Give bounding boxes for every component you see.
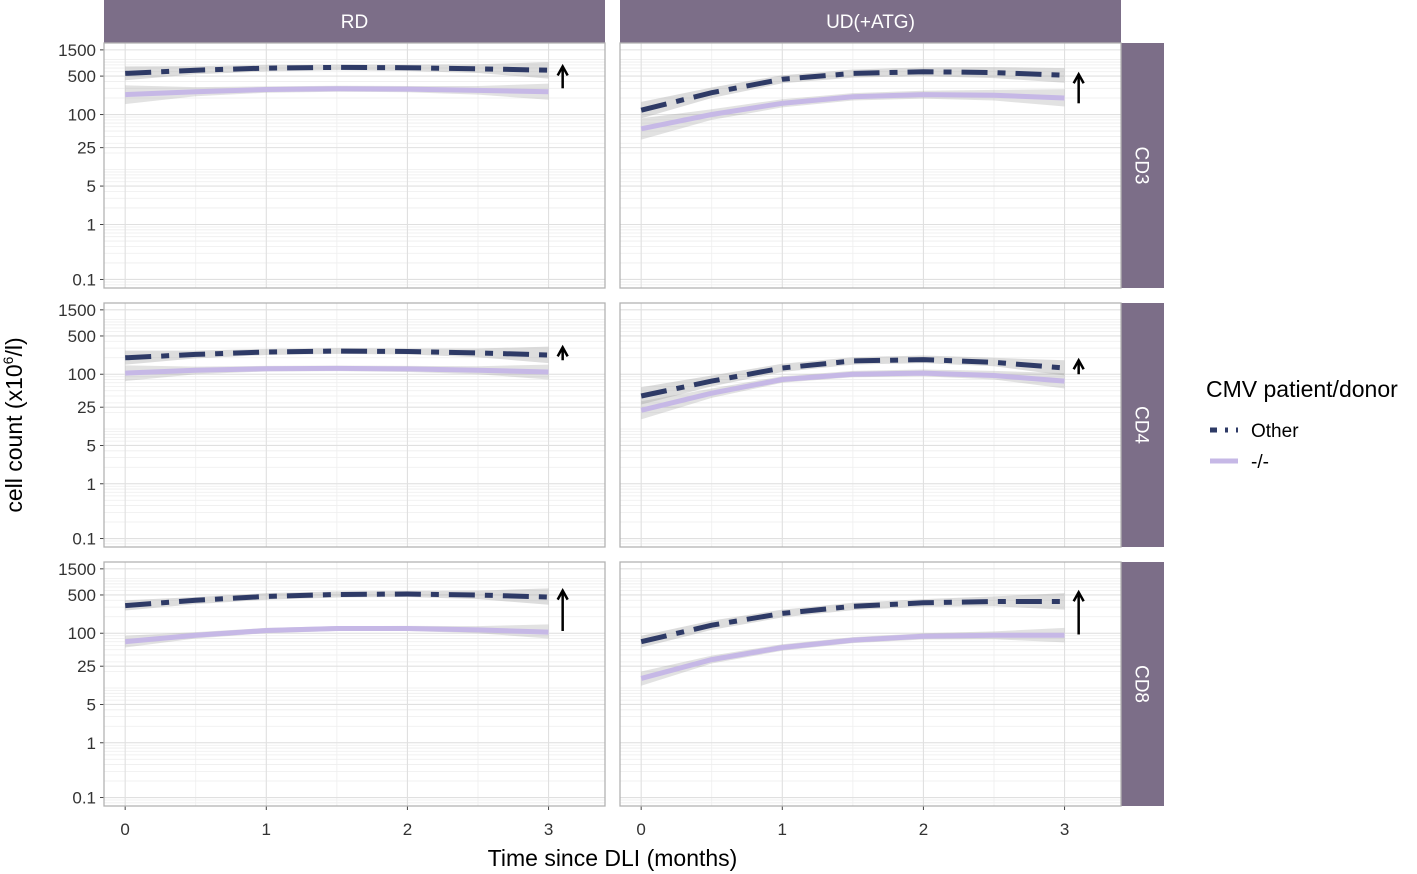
line-series-other <box>640 357 1065 399</box>
x-tick-label: 2 <box>403 820 412 839</box>
y-axis-title-prefix: cell count (x10 <box>1 364 27 512</box>
y-tick-label: 25 <box>77 657 96 676</box>
y-tick-label: 1500 <box>58 41 96 60</box>
increase-arrow-head <box>1072 71 1085 84</box>
line-series-neg <box>640 632 1065 681</box>
increase-arrow-head <box>1072 357 1085 370</box>
panel-border <box>103 42 606 289</box>
panel-border <box>103 561 606 807</box>
y-tick-label: 5 <box>87 177 96 196</box>
row-strip-cd3: CD3 <box>1121 43 1164 288</box>
line-series-other <box>125 591 549 609</box>
ci-band-other <box>641 593 1065 648</box>
series-group-cd4-1 <box>640 355 1085 420</box>
line-series-other <box>640 69 1065 113</box>
series-group-cd8-0 <box>124 588 569 648</box>
y-tick-label: 5 <box>87 436 96 455</box>
panel-bg <box>104 303 605 547</box>
ci-band-other <box>641 355 1065 405</box>
y-tick-label: 100 <box>68 624 96 643</box>
panel-bg <box>104 43 605 288</box>
panel-cd4-1 <box>620 302 1121 548</box>
series-group-cd3-0 <box>125 62 569 105</box>
x-tick-label: 1 <box>262 820 271 839</box>
series-group-cd3-1 <box>640 67 1085 140</box>
x-tick-label: 3 <box>544 820 553 839</box>
row-strip-label: CD3 <box>1131 146 1152 184</box>
row-strip-bg <box>1121 562 1164 806</box>
y-tick-label: 100 <box>68 365 96 384</box>
line-series-other <box>125 64 549 76</box>
x-tick-label: 0 <box>120 820 129 839</box>
line-series-other <box>125 348 549 361</box>
row-strip-bg <box>1121 43 1164 288</box>
line-series-neg <box>125 365 549 376</box>
y-axis-title: cell count (x106/l) <box>0 337 27 512</box>
x-tick-label: 3 <box>1060 820 1069 839</box>
y-axis-title-suffix: /l) <box>1 337 27 356</box>
row-strip-bg <box>1121 303 1164 547</box>
line-series-neg <box>640 92 1065 132</box>
panel-cd3-1 <box>620 42 1121 289</box>
x-tick-label: 2 <box>919 820 928 839</box>
y-tick-label: 0.1 <box>72 530 96 549</box>
line-series-neg <box>640 370 1065 413</box>
row-strip-label: CD8 <box>1131 665 1152 703</box>
col-strip-bg <box>104 0 605 43</box>
y-tick-label: 500 <box>68 327 96 346</box>
y-axis-title-superscript: 6 <box>0 356 16 364</box>
y-tick-label: 1500 <box>58 301 96 320</box>
col-strip-label: UD(+ATG) <box>826 12 915 33</box>
increase-arrow-head <box>556 63 569 77</box>
y-tick-label: 0.1 <box>72 270 96 289</box>
legend-label: -/- <box>1251 452 1269 473</box>
ci-band-other <box>125 62 549 81</box>
series-group-cd8-1 <box>640 589 1085 686</box>
y-tick-label: 25 <box>77 398 96 417</box>
row-strip-cd4: CD4 <box>1121 303 1164 547</box>
panel-border <box>103 302 606 548</box>
x-tick-label: 1 <box>778 820 787 839</box>
panel-border <box>619 42 1122 289</box>
col-strip-rd: RD <box>104 0 605 43</box>
ci-band-other <box>125 346 549 365</box>
panel-bg <box>620 43 1121 288</box>
increase-arrow-head <box>556 344 569 357</box>
panel-bg <box>620 303 1121 547</box>
increase-arrow-head <box>1072 589 1085 602</box>
panel-border <box>619 561 1122 807</box>
y-tick-label: 1 <box>87 734 96 753</box>
panel-cd3-0 <box>104 42 605 289</box>
x-tick-label: 0 <box>636 820 645 839</box>
y-tick-label: 25 <box>77 139 96 158</box>
line-series-neg <box>125 86 549 98</box>
legend: CMV patient/donor Other -/- <box>1206 376 1398 473</box>
y-tick-label: 1 <box>87 216 96 235</box>
y-tick-label: 500 <box>68 586 96 605</box>
line-series-other <box>640 599 1065 645</box>
x-axis-title: Time since DLI (months) <box>488 845 738 871</box>
ci-band-other <box>125 588 549 611</box>
legend-title: CMV patient/donor <box>1206 376 1398 402</box>
row-strip-cd8: CD8 <box>1121 562 1164 806</box>
y-tick-label: 0.1 <box>72 789 96 808</box>
col-strip-ud-atg-: UD(+ATG) <box>620 0 1121 43</box>
y-tick-label: 100 <box>68 106 96 125</box>
col-strip-label: RD <box>341 12 368 33</box>
ci-band-neg <box>641 369 1065 420</box>
panel-border <box>619 302 1122 548</box>
increase-arrow-head <box>556 588 569 601</box>
row-strip-label: CD4 <box>1131 406 1152 444</box>
y-tick-label: 500 <box>68 67 96 86</box>
y-tick-label: 1500 <box>58 560 96 579</box>
panel-cd4-0 <box>104 302 605 548</box>
y-tick-label: 5 <box>87 695 96 714</box>
legend-label: Other <box>1251 421 1299 442</box>
series-group-cd4-0 <box>125 344 569 382</box>
col-strip-bg <box>620 0 1121 43</box>
y-tick-label: 1 <box>87 475 96 494</box>
line-series-neg <box>124 626 549 645</box>
